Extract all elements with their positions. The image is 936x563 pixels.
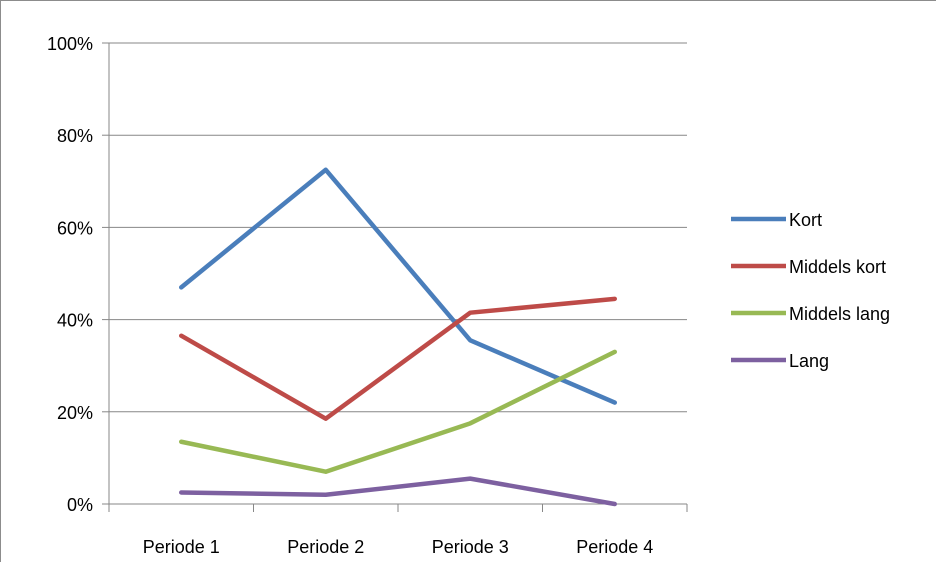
- x-tick-label: Periode 2: [287, 537, 364, 557]
- y-tick-label: 0%: [67, 495, 93, 515]
- x-tick-label: Periode 3: [432, 537, 509, 557]
- x-axis-tick-labels: Periode 1 Periode 2 Periode 3 Periode 4: [143, 537, 654, 557]
- series-line-1: [181, 299, 615, 419]
- legend-label: Kort: [789, 210, 822, 230]
- legend: Kort Middels kort Middels lang Lang: [731, 210, 890, 371]
- y-tick-label: 100%: [47, 34, 93, 54]
- legend-label: Middels kort: [789, 257, 886, 277]
- x-tick-label: Periode 1: [143, 537, 220, 557]
- x-tick-label: Periode 4: [576, 537, 653, 557]
- legend-label: Middels lang: [789, 304, 890, 324]
- y-tick-label: 20%: [57, 403, 93, 423]
- y-axis-tick-labels: 0% 20% 40% 60% 80% 100%: [47, 34, 93, 515]
- series-line-3: [181, 479, 615, 504]
- y-tick-label: 80%: [57, 126, 93, 146]
- legend-label: Lang: [789, 351, 829, 371]
- y-tick-label: 40%: [57, 311, 93, 331]
- y-tick-label: 60%: [57, 218, 93, 238]
- series-lines: [181, 170, 615, 504]
- gridlines: [109, 43, 687, 412]
